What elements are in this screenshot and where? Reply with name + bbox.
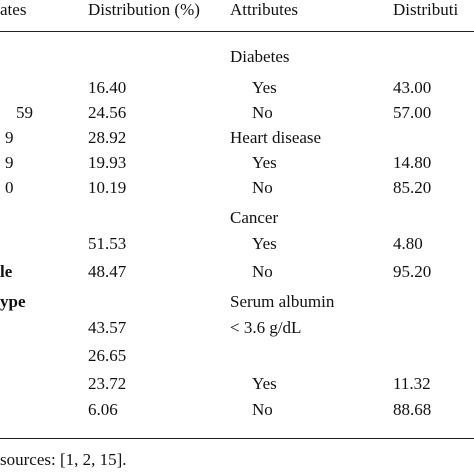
- row-label: 9: [5, 153, 14, 172]
- row-label: ype: [0, 292, 26, 311]
- distribution: 19.93: [88, 153, 127, 172]
- distribution: 16.40: [88, 78, 127, 97]
- distribution: 24.56: [88, 103, 127, 122]
- distribution: 43.57: [88, 318, 127, 337]
- header-cell: Attributes: [230, 0, 298, 19]
- header-cell: Distributi: [393, 0, 459, 19]
- bottom-rule: [0, 438, 474, 439]
- attribute: Serum albumin: [230, 292, 335, 311]
- header-cell: Distribution (%): [88, 0, 200, 19]
- distribution: 14.80: [393, 153, 432, 172]
- distribution: 10.19: [88, 178, 127, 197]
- attribute: No: [252, 400, 273, 419]
- table-note: sources: [1, 2, 15].: [0, 450, 127, 469]
- distribution: 6.06: [88, 400, 118, 419]
- row-label: 59: [16, 103, 33, 122]
- attribute: Yes: [252, 234, 277, 253]
- distribution: 85.20: [393, 178, 432, 197]
- distribution: 51.53: [88, 234, 127, 253]
- distribution: 57.00: [393, 103, 432, 122]
- attribute: < 3.6 g/dL: [230, 318, 302, 337]
- attribute: No: [252, 178, 273, 197]
- attribute: Heart disease: [230, 128, 322, 147]
- attribute: Yes: [252, 153, 277, 172]
- distribution: 28.92: [88, 128, 127, 147]
- attribute: Yes: [252, 374, 277, 393]
- attribute: Cancer: [230, 208, 279, 227]
- header-rule: [0, 31, 474, 32]
- distribution: 43.00: [393, 78, 432, 97]
- distribution: 4.80: [393, 234, 423, 253]
- distribution: 23.72: [88, 374, 127, 393]
- row-label: 9: [5, 128, 14, 147]
- attribute: Yes: [252, 78, 277, 97]
- distribution: 88.68: [393, 400, 432, 419]
- distribution: 11.32: [393, 374, 431, 393]
- attribute: Diabetes: [230, 47, 290, 66]
- attribute: No: [252, 103, 273, 122]
- header-cell: ates: [0, 0, 27, 19]
- row-label: le: [0, 262, 13, 281]
- attribute: No: [252, 262, 273, 281]
- distribution: 95.20: [393, 262, 432, 281]
- row-label: 0: [5, 178, 14, 197]
- distribution: 26.65: [88, 346, 127, 365]
- distribution: 48.47: [88, 262, 127, 281]
